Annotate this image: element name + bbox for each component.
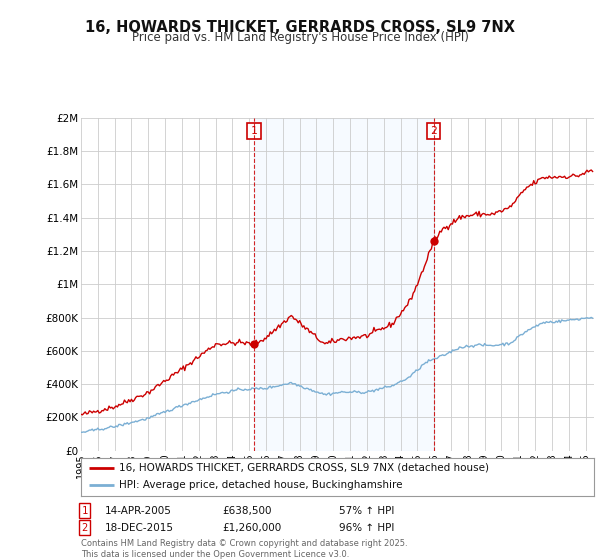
Text: 2: 2 xyxy=(82,522,88,533)
Text: 57% ↑ HPI: 57% ↑ HPI xyxy=(339,506,394,516)
Text: 2: 2 xyxy=(430,126,437,136)
Bar xyxy=(254,118,434,451)
Text: 96% ↑ HPI: 96% ↑ HPI xyxy=(339,522,394,533)
Text: Contains HM Land Registry data © Crown copyright and database right 2025.
This d: Contains HM Land Registry data © Crown c… xyxy=(81,539,407,559)
Text: Price paid vs. HM Land Registry's House Price Index (HPI): Price paid vs. HM Land Registry's House … xyxy=(131,31,469,44)
Text: 16, HOWARDS THICKET, GERRARDS CROSS, SL9 7NX: 16, HOWARDS THICKET, GERRARDS CROSS, SL9… xyxy=(85,20,515,35)
Text: £1,260,000: £1,260,000 xyxy=(222,522,281,533)
Text: 1: 1 xyxy=(82,506,88,516)
Text: HPI: Average price, detached house, Buckinghamshire: HPI: Average price, detached house, Buck… xyxy=(119,480,403,491)
Text: £638,500: £638,500 xyxy=(222,506,271,516)
Text: 1: 1 xyxy=(251,126,257,136)
Text: 18-DEC-2015: 18-DEC-2015 xyxy=(105,522,174,533)
Text: 14-APR-2005: 14-APR-2005 xyxy=(105,506,172,516)
Text: 16, HOWARDS THICKET, GERRARDS CROSS, SL9 7NX (detached house): 16, HOWARDS THICKET, GERRARDS CROSS, SL9… xyxy=(119,463,490,473)
